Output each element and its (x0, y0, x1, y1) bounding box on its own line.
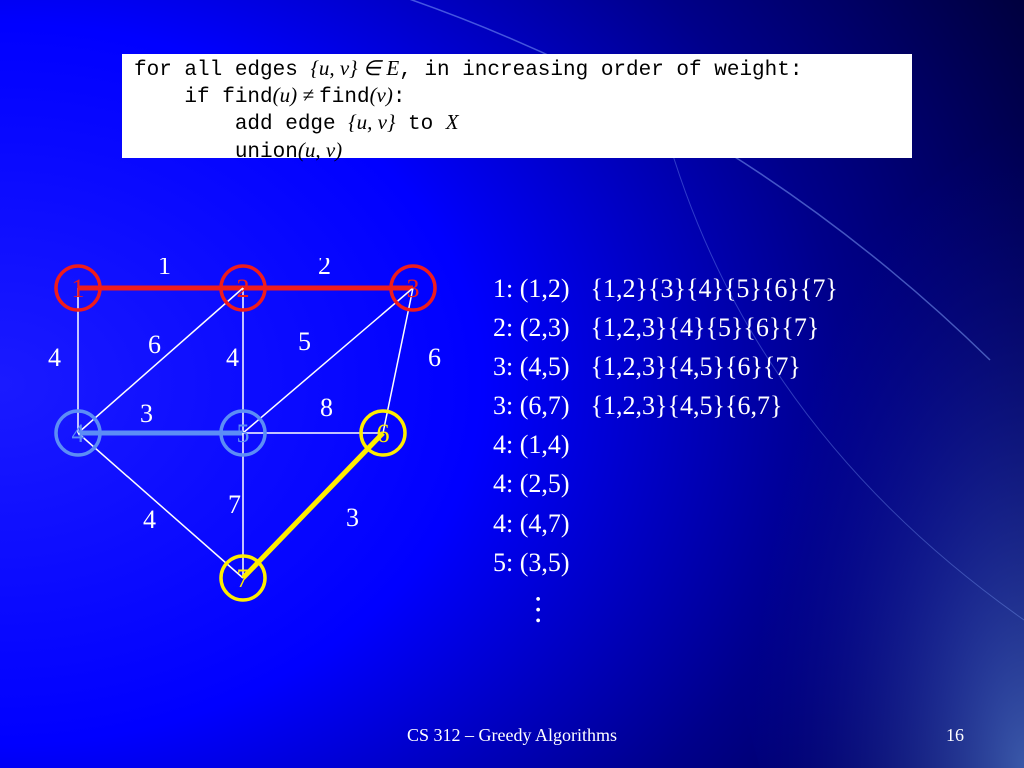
step-row: 3: (4,5){1,2,3}{4,5}{6}{7} (492, 348, 856, 385)
edge-6-7 (243, 433, 383, 578)
step-sets (590, 505, 856, 542)
steps-table: 1: (1,2){1,2}{3}{4}{5}{6}{7}2: (2,3){1,2… (490, 268, 858, 583)
step-row: 2: (2,3){1,2,3}{4}{5}{6}{7} (492, 309, 856, 346)
step-row: 5: (3,5) (492, 544, 856, 581)
step-sets (590, 465, 856, 502)
code-l2b: (u) ≠ (273, 83, 320, 107)
edge-step-list: 1: (1,2){1,2}{3}{4}{5}{6}{7}2: (2,3){1,2… (490, 268, 858, 632)
step-sets (590, 544, 856, 581)
step-edge: 3: (6,7) (492, 387, 588, 424)
code-l3c: to (395, 113, 445, 136)
step-sets: {1,2,3}{4,5}{6,7} (590, 387, 856, 424)
step-row: 1: (1,2){1,2}{3}{4}{5}{6}{7} (492, 270, 856, 307)
node-label-1: 1 (72, 274, 85, 303)
step-sets (590, 426, 856, 463)
code-l3d: X (446, 110, 459, 134)
code-l1b: {u, v} ∈ E (310, 56, 399, 80)
ellipsis-icon: … (525, 593, 568, 627)
step-row: 4: (2,5) (492, 465, 856, 502)
code-l2e: : (393, 86, 406, 109)
node-label-6: 6 (377, 419, 390, 448)
step-row: 4: (4,7) (492, 505, 856, 542)
edge-2-4 (78, 288, 243, 433)
edge-weight-5-7: 7 (228, 490, 241, 519)
node-label-4: 4 (72, 419, 85, 448)
code-l1c: , in increasing order of weight: (399, 59, 802, 82)
step-edge: 2: (2,3) (492, 309, 588, 346)
node-label-2: 2 (237, 274, 250, 303)
step-edge: 4: (4,7) (492, 505, 588, 542)
edge-weight-3-5: 5 (298, 327, 311, 356)
edge-weight-2-3: 2 (318, 258, 331, 280)
step-edge: 1: (1,2) (492, 270, 588, 307)
step-edge: 3: (4,5) (492, 348, 588, 385)
code-l1a: for all edges (134, 59, 310, 82)
footer-title: CS 312 – Greedy Algorithms (0, 725, 1024, 746)
code-l4a: union (134, 141, 298, 164)
node-label-3: 3 (407, 274, 420, 303)
step-edge: 4: (1,4) (492, 426, 588, 463)
edge-weight-2-5: 4 (226, 343, 239, 372)
pseudocode-box: for all edges {u, v} ∈ E, in increasing … (122, 54, 912, 158)
edge-weight-3-6: 6 (428, 343, 441, 372)
edge-weight-2-4: 6 (148, 330, 161, 359)
code-l4b: (u, v) (298, 138, 342, 162)
edge-weight-1-4: 4 (48, 343, 61, 372)
code-l2d: (v) (370, 83, 393, 107)
graph-diagram: 1 2 4 6 4 5 6 3 8 4 7 3 1 2 3 4 5 6 7 (28, 258, 468, 678)
step-row: 4: (1,4) (492, 426, 856, 463)
edge-weight-4-5: 3 (140, 399, 153, 428)
footer-page-number: 16 (946, 725, 964, 746)
edge-weight-1-2: 1 (158, 258, 171, 280)
edge-weight-4-7: 4 (143, 505, 156, 534)
code-l2a: if find (134, 86, 273, 109)
step-sets: {1,2}{3}{4}{5}{6}{7} (590, 270, 856, 307)
step-row: 3: (6,7){1,2,3}{4,5}{6,7} (492, 387, 856, 424)
code-l3b: {u, v} (348, 110, 395, 134)
edge-weight-6-7: 3 (346, 503, 359, 532)
step-sets: {1,2,3}{4}{5}{6}{7} (590, 309, 856, 346)
code-l3a: add edge (134, 113, 348, 136)
slide: for all edges {u, v} ∈ E, in increasing … (0, 0, 1024, 768)
code-l2c: find (319, 86, 369, 109)
edge-weight-5-6: 8 (320, 393, 333, 422)
node-label-7: 7 (237, 564, 250, 593)
step-edge: 5: (3,5) (492, 544, 588, 581)
step-sets: {1,2,3}{4,5}{6}{7} (590, 348, 856, 385)
step-edge: 4: (2,5) (492, 465, 588, 502)
node-label-5: 5 (237, 419, 250, 448)
edge-4-7 (78, 433, 243, 578)
